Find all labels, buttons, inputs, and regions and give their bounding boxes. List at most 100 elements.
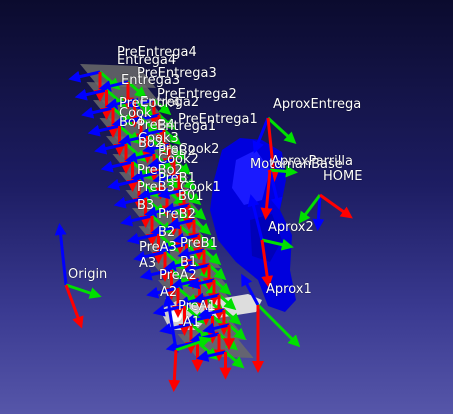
tool-frame-axis: [105, 98, 135, 110]
home-frame[interactable]: [298, 193, 353, 231]
frame-label-bo2: Bo2: [138, 136, 164, 151]
tool-frame-axis: [218, 293, 237, 311]
frame-label-b1: B1: [180, 255, 198, 270]
frame-label-preentrega4: PreEntrega4: [117, 45, 197, 60]
frame-label-origin: Origin: [68, 267, 108, 282]
tool-frame-axis: [113, 196, 146, 209]
tool-frame-axis: [213, 278, 232, 296]
aprox2-frame[interactable]: [247, 194, 294, 288]
tool-frame-axis: [87, 124, 120, 137]
tool-frame-axis: [188, 203, 207, 221]
aprox1-frame[interactable]: [241, 273, 301, 373]
frame-label-entrega3: Entrega3: [121, 73, 181, 88]
bottom-frame[interactable]: [163, 294, 212, 392]
frame-label-preb2: PreB2: [158, 207, 196, 222]
frame-label-entrega2: Entrega2: [140, 95, 200, 110]
tool-frame-axis: [100, 160, 133, 173]
tool-frame-axis: [105, 88, 128, 108]
frame-label-a2: A2: [160, 285, 178, 300]
tool-frame-axis: [146, 286, 179, 299]
tool-frame-axis: [157, 242, 187, 254]
tool-frame-axis: [139, 268, 172, 281]
frame-label-preb1a: PreB1: [158, 171, 196, 186]
frame-label-aproxparrilla: AproxParrilla: [271, 154, 353, 169]
tool-frame-axis: [203, 248, 222, 266]
frame-label-prea1: PreA1: [178, 299, 216, 314]
tool-frame-axis: [177, 247, 205, 260]
tool-frame-axis: [137, 127, 165, 140]
frame-label-preentrega3: PreEntrega3: [137, 66, 217, 81]
frame-label-preb1: PreB1: [180, 236, 218, 251]
tool-frame-axis: [99, 70, 121, 90]
tool-frame-axis: [133, 250, 166, 263]
tool-frame-axis: [153, 98, 172, 116]
frame-label-preentrega2: PreEntrega2: [157, 87, 237, 102]
tool-frame-axis: [94, 142, 127, 155]
tool-frame-axis: [112, 106, 134, 126]
aprox-parrilla-frame[interactable]: [260, 165, 298, 220]
frame-label-preb3: PreB3: [137, 180, 175, 195]
tool-frame-axis: [81, 106, 114, 119]
tool-frame-axis: [196, 350, 226, 362]
frame-label-aprox2: Aprox2: [268, 220, 314, 235]
tool-frame-axis: [144, 196, 167, 216]
tool-frame-axis: [98, 80, 129, 92]
tool-frame-axis: [167, 217, 195, 230]
tool-frame-axis: [198, 233, 217, 251]
tool-frame-axis: [159, 322, 192, 335]
frame-label-entrega4: Entrega4: [117, 53, 177, 68]
frame-label-b01: B01: [178, 189, 204, 204]
frame-label-entrega1: Entrega1: [157, 119, 217, 134]
aprox-entrega-frame[interactable]: [252, 116, 297, 182]
tool-frame-axis: [173, 158, 192, 176]
tool-frame-axis: [164, 250, 186, 270]
frame-label-motomanbase: MotomanBase: [250, 157, 343, 172]
tool-frame-axis: [157, 187, 185, 200]
tool-frame-axis: [140, 116, 160, 135]
tool-frame-axis: [127, 97, 155, 110]
frame-label-home: HOME: [323, 169, 363, 184]
frame-label-preb4: PreB4: [137, 118, 175, 133]
frame-label-a3: A3: [139, 256, 157, 271]
frame-label-cook2: Cook2: [158, 152, 199, 167]
tool-frame-axis: [133, 98, 154, 117]
tool-frame-axis: [197, 307, 225, 320]
tool-frame-axis: [152, 172, 180, 185]
tool-frame-axis: [74, 88, 107, 101]
tool-frame-axis: [170, 268, 193, 288]
tool-frame-axis: [142, 142, 170, 155]
tool-frame-axis: [118, 124, 141, 144]
tool-frame-axis: [162, 202, 190, 215]
frame-label-bo4: Bo4: [119, 115, 145, 130]
tool-frame-axis: [193, 218, 212, 236]
tool-frame-axis: [182, 262, 210, 275]
tool-frame-axis: [111, 116, 142, 128]
tool-frame-axis: [172, 232, 200, 245]
tool-frame-axis: [177, 286, 199, 306]
tool-frame-axis: [120, 214, 153, 227]
frame-label-precook2: PreCook2: [158, 142, 220, 157]
frame-label-a1: A1: [183, 315, 201, 330]
frame-label-prea3: PreA3: [139, 240, 177, 255]
tool-frame-axis: [158, 113, 177, 131]
tool-frame-axis: [124, 152, 155, 164]
frame-label-cook3: Cook3: [138, 131, 179, 146]
tool-frame-axis: [223, 308, 242, 326]
frame-label-aproxentrega: AproxEntrega: [273, 97, 362, 112]
tool-frame-axis: [118, 134, 148, 146]
origin-frame[interactable]: [54, 223, 102, 329]
tool-frame-axis: [228, 323, 247, 341]
tool-frame-axis: [152, 304, 185, 317]
frame-label-preentrega1: PreEntrega1: [178, 112, 258, 127]
tool-frame-axis: [147, 157, 175, 170]
tool-frame-axis: [183, 188, 202, 206]
frame-label-precook4: PreCook4: [119, 96, 181, 111]
frame-label-b3: B3: [137, 198, 155, 213]
tool-frame-axis: [127, 80, 147, 99]
frame-label-b2: B2: [158, 225, 176, 240]
frame-label-cook1: Cook1: [180, 180, 221, 195]
tool-frame-axis: [153, 152, 173, 171]
tool-frame-axis: [178, 173, 197, 191]
